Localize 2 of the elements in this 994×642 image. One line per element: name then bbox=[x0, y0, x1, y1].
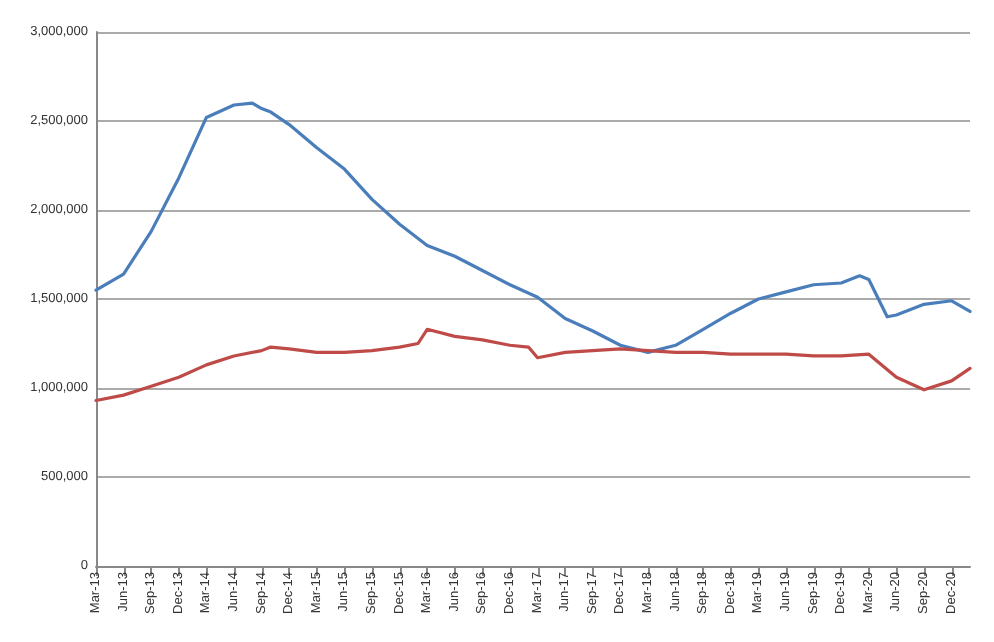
line-series bbox=[94, 101, 972, 354]
line-series bbox=[94, 327, 972, 403]
